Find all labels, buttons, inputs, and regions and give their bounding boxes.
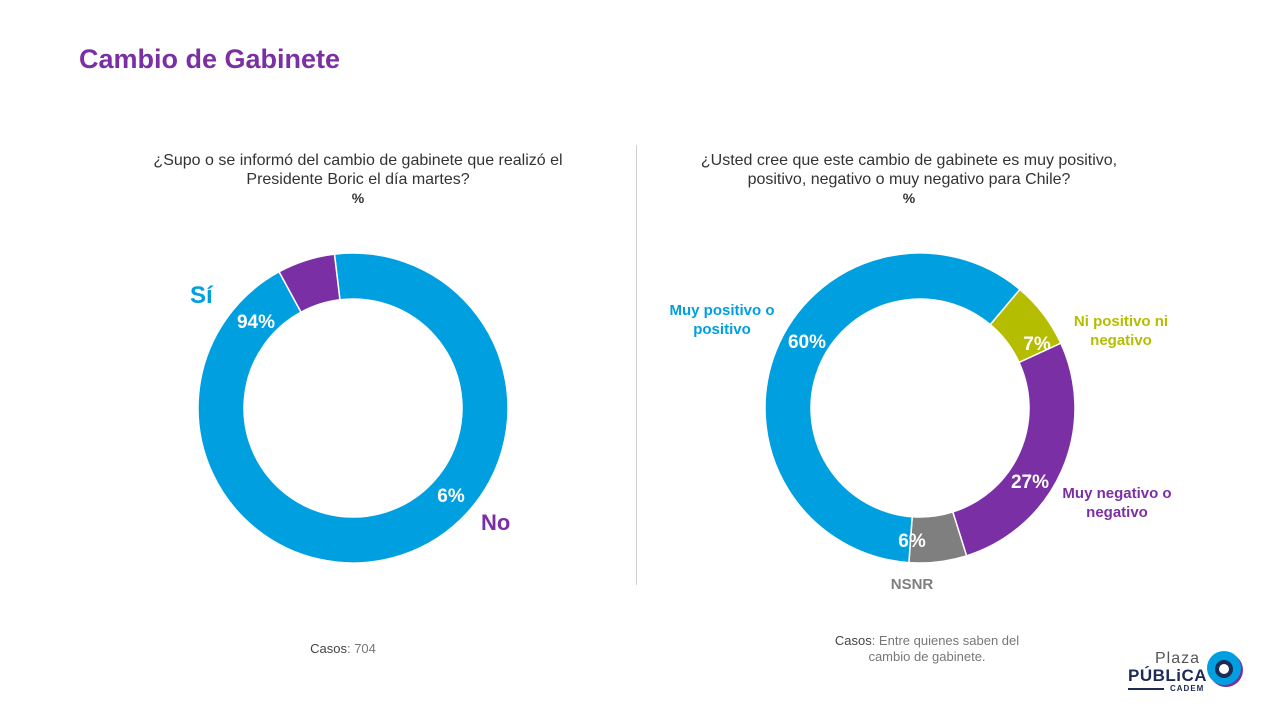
logo-line-2: PÚBLiCA [1128,666,1208,685]
footnote-1-label: Casos [310,641,347,656]
donut-slice [951,342,1076,557]
category-label-negativo: Muy negativo o negativo [1062,485,1172,521]
question-2-unit: % [902,190,916,206]
footnote-2-text: : Entre quienes saben del cambio de gabi… [868,633,1020,664]
page-title: Cambio de Gabinete [79,44,341,74]
logo-rule [1128,688,1164,690]
logo-line-3: CADEM [1170,684,1205,693]
logo-line-1: Plaza [1154,650,1200,667]
category-label-nsnr: NSNR [890,576,934,593]
question-2: ¿Usted cree que este cambio de gabinete … [679,151,1139,208]
donut-slice [197,252,509,564]
data-label: 27% [1011,472,1049,493]
data-label: 94% [237,312,275,333]
footnote-1-text: : 704 [346,641,376,656]
footnote-1: Casos: 704 [283,641,403,657]
question-1: ¿Supo o se informó del cambio de gabinet… [128,151,588,208]
question-2-text: ¿Usted cree que este cambio de gabinete … [700,152,1118,188]
question-1-text: ¿Supo o se informó del cambio de gabinet… [153,152,563,188]
donut-slice [764,252,1021,564]
category-label-si: Sí [190,282,213,309]
data-label: 60% [788,332,826,353]
category-label-neutral: Ni positivo ni negativo [1073,313,1169,349]
data-label: 7% [1023,334,1051,355]
donut-slice [278,253,341,314]
category-label-positivo: Muy positivo o positivo [669,302,775,338]
footnote-2: Casos: Entre quienes saben del cambio de… [830,633,1024,665]
data-label: 6% [437,486,465,507]
divider [636,145,637,585]
data-label: 6% [898,531,926,552]
footnote-2-label: Casos [834,633,872,648]
category-label-no: No [481,510,511,535]
plaza-publica-logo: Plaza PÚBLiCA CADEM [1120,648,1250,698]
logo-mark-icon [1207,651,1243,687]
question-1-unit: % [351,190,365,206]
